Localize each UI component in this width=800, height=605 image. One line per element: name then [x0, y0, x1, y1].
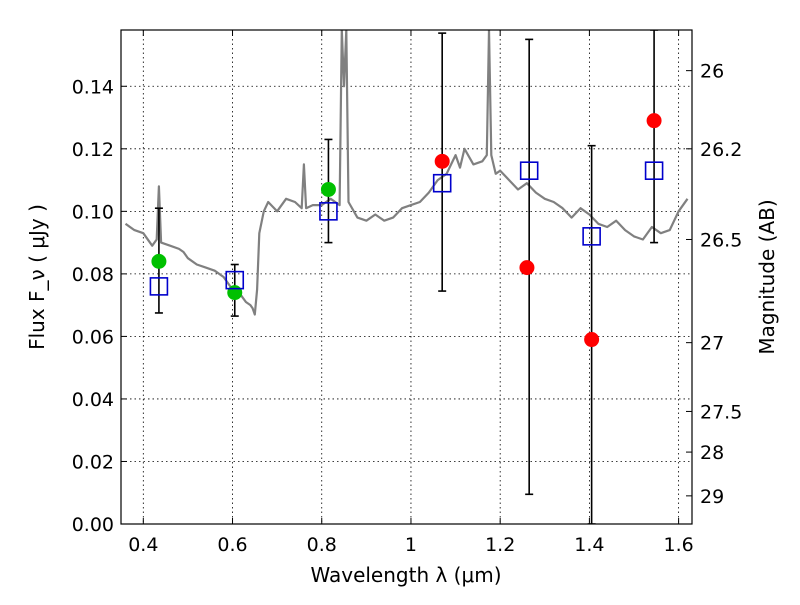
- y-tick-label: 0.12: [72, 139, 114, 161]
- y-tick-label: 0.06: [72, 326, 114, 348]
- circle-marker: [584, 332, 600, 348]
- square-marker: [149, 277, 169, 296]
- plot-background: [121, 30, 692, 524]
- x-tick-label: 1.2: [485, 534, 515, 556]
- magnitude-tick-label: 26.2: [700, 139, 742, 161]
- y-axis-label: Flux F_ν ( μJy ): [25, 204, 49, 350]
- grid: [121, 30, 692, 524]
- data-layer: [124, 30, 689, 524]
- magnitude-tick-label: 27: [700, 333, 724, 355]
- circle-marker: [320, 181, 336, 197]
- y-tick-label: 0.02: [72, 451, 114, 473]
- x-axis-label: Wavelength λ (μm): [310, 563, 501, 587]
- circle-marker: [434, 153, 450, 169]
- magnitude-tick-label: 26.5: [700, 229, 742, 251]
- y-tick-label: 0.14: [72, 76, 114, 98]
- circle-marker: [151, 253, 167, 269]
- magnitude-tick-label: 29: [700, 486, 724, 508]
- square-marker: [644, 161, 664, 180]
- x-tick-label: 0.4: [128, 534, 158, 556]
- spectrum-line: [124, 30, 689, 316]
- ticks: 0.4 0.6 0.8 1 1.2 1.4 1.6 0.00 0.02 0.04 0.06 0.08 0…: [72, 30, 742, 556]
- y-tick-label: 0.08: [72, 264, 114, 286]
- square-marker: [225, 270, 245, 290]
- magnitude-axis-label: Magnitude (AB): [755, 199, 779, 354]
- magnitude-tick-label: 28: [700, 442, 724, 464]
- circle-marker: [646, 113, 662, 129]
- x-tick-label: 1: [405, 534, 417, 556]
- magnitude-tick-label: 27.5: [700, 401, 742, 423]
- y-tick-label: 0.00: [72, 514, 114, 536]
- square-marker: [432, 173, 452, 193]
- x-tick-label: 0.8: [307, 534, 337, 556]
- y-tick-label: 0.04: [72, 389, 114, 411]
- circle-marker: [227, 285, 243, 301]
- square-marker: [319, 202, 338, 221]
- magnitude-tick-label: 26: [700, 61, 724, 83]
- y-tick-label: 0.10: [72, 201, 114, 223]
- circle-marker: [519, 260, 535, 276]
- plot-frame: [120, 29, 693, 525]
- x-tick-label: 1.6: [664, 534, 694, 556]
- square-marker: [582, 227, 601, 246]
- x-tick-label: 1.4: [574, 534, 604, 556]
- square-marker: [519, 161, 539, 180]
- x-tick-label: 0.6: [217, 534, 247, 556]
